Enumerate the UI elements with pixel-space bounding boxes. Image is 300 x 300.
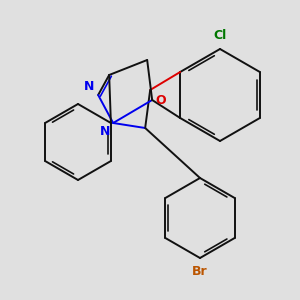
Text: O: O xyxy=(155,94,166,107)
Text: Br: Br xyxy=(192,265,208,278)
Text: N: N xyxy=(84,80,94,93)
Text: Cl: Cl xyxy=(213,29,226,42)
Text: N: N xyxy=(100,125,110,138)
